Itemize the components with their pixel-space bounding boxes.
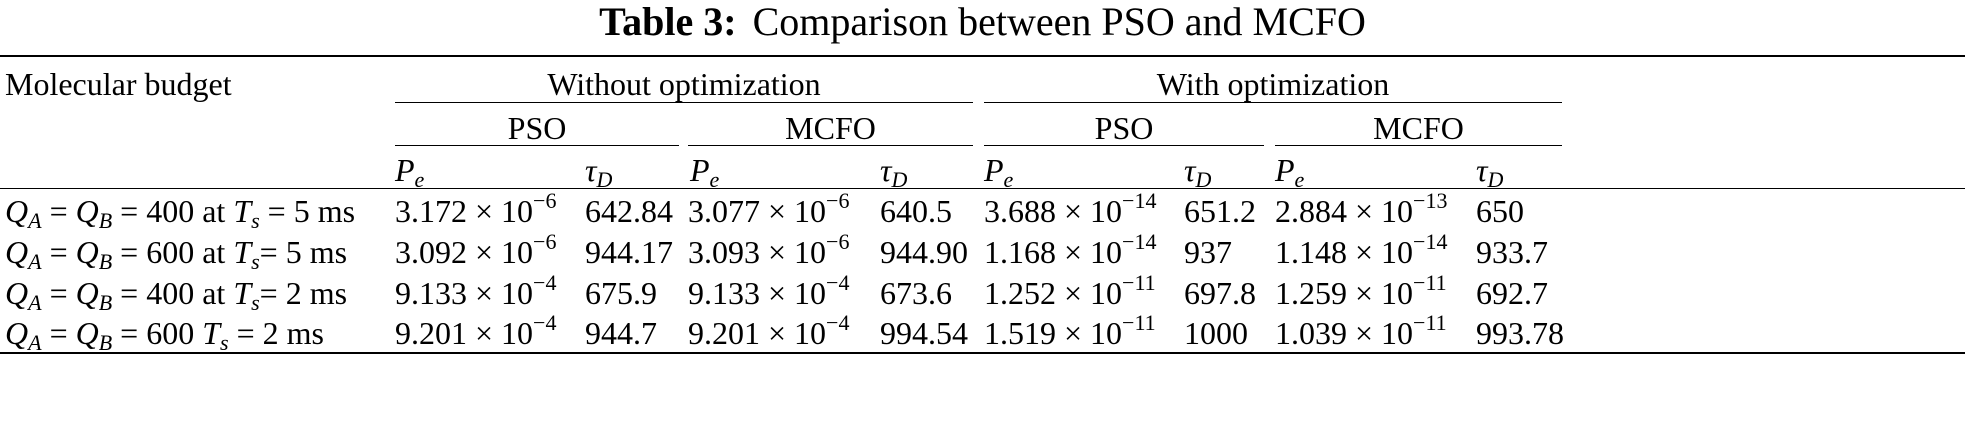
table-cell-wo-pso-pe: 3.092 × 10−6: [395, 229, 557, 271]
table-cell-wo-mcfo-tau: 944.90: [880, 234, 968, 270]
table-cell-wo-pso-tau: 642.84: [585, 193, 673, 229]
table-bottom-rule: [0, 352, 1965, 354]
table-cell-wo-pso-tau: 944.7: [585, 315, 657, 351]
table-cell-w-mcfo-tau: 650: [1476, 193, 1524, 229]
header-wo-mcfo-pe: Pe: [690, 152, 720, 192]
header-w-mcfo-pe: Pe: [1275, 152, 1305, 192]
table-cell-w-pso-pe: 3.688 × 10−14: [984, 188, 1157, 230]
header-w-pso: PSO: [1094, 110, 1154, 146]
header-wo-pso-tau: τD: [585, 152, 613, 192]
header-wo-pso: PSO: [507, 110, 567, 146]
header-wo-mcfo-tau: τD: [880, 152, 908, 192]
table-cell-w-pso-pe: 1.168 × 10−14: [984, 229, 1157, 271]
header-wo-mcfo: MCFO: [785, 110, 876, 146]
table-cell-w-pso-pe: 1.252 × 10−11: [984, 270, 1156, 312]
table-cell-wo-pso-pe: 3.172 × 10−6: [395, 188, 557, 230]
table-top-rule: [0, 55, 1965, 57]
table-cell-w-pso-tau: 937: [1184, 234, 1232, 270]
rule-with-optimization: [984, 102, 1562, 103]
header-without-optimization: Without optimization: [547, 66, 821, 102]
table-cell-w-mcfo-pe: 1.039 × 10−11: [1275, 310, 1447, 352]
table-row-budget: QA = QB = 600 at Ts= 5 ms: [5, 234, 348, 274]
header-with-optimization: With optimization: [1156, 66, 1390, 102]
table-cell-wo-mcfo-tau: 640.5: [880, 193, 952, 229]
header-molecular-budget: Molecular budget: [5, 66, 232, 102]
header-w-mcfo: MCFO: [1373, 110, 1464, 146]
table-cell-wo-pso-pe: 9.201 × 10−4: [395, 310, 557, 352]
table-cell-wo-mcfo-tau: 994.54: [880, 315, 968, 351]
table-row-budget: QA = QB = 400 at Ts = 5 ms: [5, 193, 356, 233]
table-cell-wo-mcfo-tau: 673.6: [880, 275, 952, 311]
rule-wo-pso: [395, 145, 679, 146]
caption-text: Comparison between PSO and MCFO: [752, 0, 1366, 44]
table-cell-w-mcfo-pe: 1.259 × 10−11: [1275, 270, 1447, 312]
table-cell-wo-mcfo-pe: 3.093 × 10−6: [688, 229, 850, 271]
table-cell-w-mcfo-tau: 692.7: [1476, 275, 1548, 311]
caption-label: Table 3:: [599, 0, 737, 44]
table-cell-w-pso-tau: 697.8: [1184, 275, 1256, 311]
table-cell-wo-pso-tau: 675.9: [585, 275, 657, 311]
table-cell-w-pso-tau: 651.2: [1184, 193, 1256, 229]
table-cell-w-pso-tau: 1000: [1184, 315, 1248, 351]
table-row-budget: QA = QB = 600 Ts = 2 ms: [5, 315, 324, 355]
header-w-pso-pe: Pe: [984, 152, 1014, 192]
table-cell-w-mcfo-tau: 993.78: [1476, 315, 1564, 351]
table-cell-wo-pso-tau: 944.17: [585, 234, 673, 270]
table-cell-wo-mcfo-pe: 9.133 × 10−4: [688, 270, 850, 312]
rule-w-pso: [984, 145, 1264, 146]
header-wo-pso-pe: Pe: [395, 152, 425, 192]
table-row-budget: QA = QB = 400 at Ts= 2 ms: [5, 275, 348, 315]
table-cell-w-mcfo-pe: 2.884 × 10−13: [1275, 188, 1448, 230]
table-cell-wo-mcfo-pe: 9.201 × 10−4: [688, 310, 850, 352]
table-cell-w-mcfo-tau: 933.7: [1476, 234, 1548, 270]
rule-w-mcfo: [1275, 145, 1562, 146]
header-w-pso-tau: τD: [1184, 152, 1212, 192]
header-w-mcfo-tau: τD: [1476, 152, 1504, 192]
table-cell-wo-mcfo-pe: 3.077 × 10−6: [688, 188, 850, 230]
rule-without-optimization: [395, 102, 973, 103]
rule-wo-mcfo: [688, 145, 973, 146]
table-cell-w-pso-pe: 1.519 × 10−11: [984, 310, 1156, 352]
table-caption: Table 3: Comparison between PSO and MCFO: [0, 0, 1965, 46]
table-cell-w-mcfo-pe: 1.148 × 10−14: [1275, 229, 1448, 271]
table-cell-wo-pso-pe: 9.133 × 10−4: [395, 270, 557, 312]
header-bottom-rule: [0, 188, 1965, 189]
